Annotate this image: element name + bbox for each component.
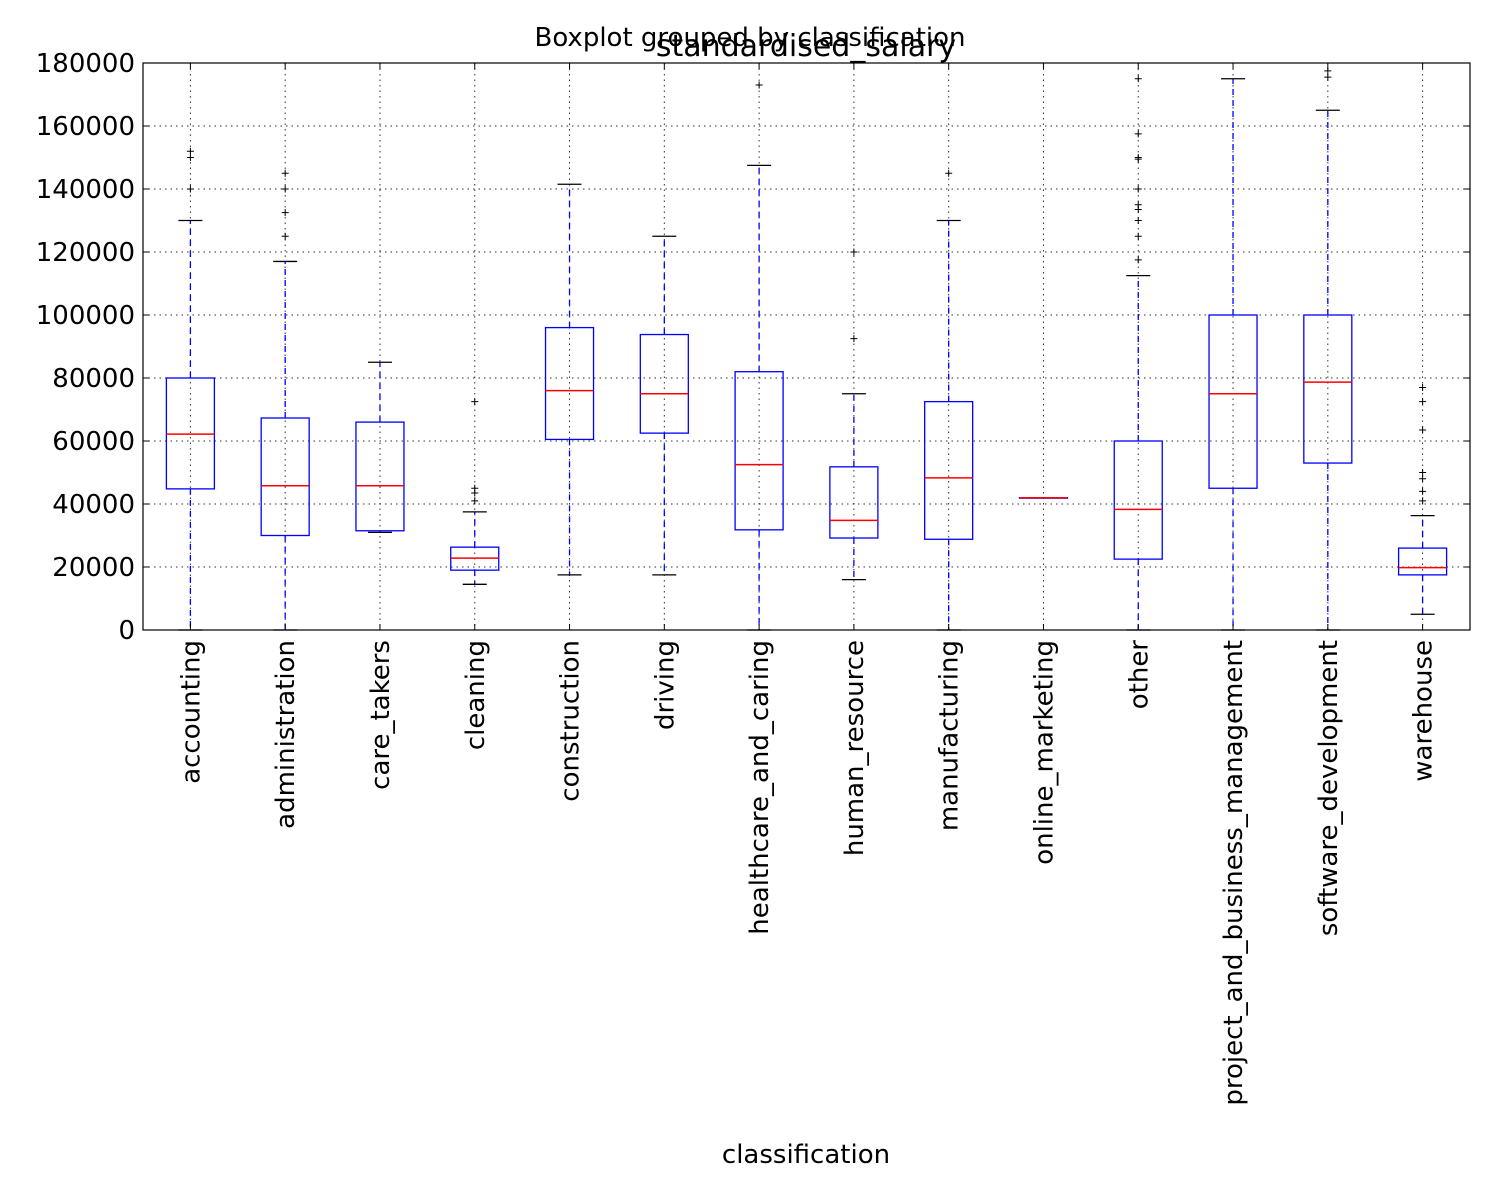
flier-software_development bbox=[1324, 73, 1332, 81]
box-human_resource bbox=[829, 466, 879, 539]
flier-other bbox=[1134, 217, 1142, 224]
box-administration bbox=[260, 417, 310, 537]
y-tick-label: 120000 bbox=[36, 238, 135, 268]
box-software_development bbox=[1303, 314, 1353, 464]
flier-warehouse bbox=[1419, 497, 1427, 505]
y-tick-label: 20000 bbox=[52, 553, 135, 583]
box-project_and_business_management bbox=[1208, 314, 1258, 489]
flier-cleaning bbox=[471, 497, 479, 505]
x-tick-label-project_and_business_management: project_and_business_management bbox=[1219, 640, 1249, 1106]
flier-other bbox=[1134, 130, 1142, 138]
flier-other bbox=[1134, 201, 1142, 209]
y-tick-label: 140000 bbox=[36, 175, 135, 205]
flier-accounting bbox=[186, 185, 194, 193]
x-tick-label-manufacturing: manufacturing bbox=[935, 640, 965, 831]
x-tick-label-construction: construction bbox=[556, 640, 586, 802]
y-tick-label: 60000 bbox=[52, 427, 135, 457]
flier-other bbox=[1134, 256, 1142, 264]
box-construction bbox=[544, 326, 595, 441]
figure-suptitle: Boxplot grouped by classification bbox=[534, 23, 965, 53]
flier-other bbox=[1134, 154, 1142, 161]
flier-warehouse bbox=[1419, 487, 1427, 495]
flier-warehouse bbox=[1419, 398, 1427, 406]
flier-accounting bbox=[186, 154, 194, 161]
flier-other bbox=[1134, 75, 1142, 83]
flier-other bbox=[1134, 232, 1142, 240]
flier-other bbox=[1134, 185, 1142, 193]
box-other bbox=[1113, 440, 1163, 560]
x-tick-label-healthcare_and_caring: healthcare_and_caring bbox=[745, 640, 775, 935]
flier-administration bbox=[281, 169, 289, 177]
flier-warehouse bbox=[1419, 426, 1427, 434]
box-driving bbox=[639, 333, 689, 434]
flier-administration bbox=[281, 232, 289, 240]
y-tick-label: 180000 bbox=[36, 49, 135, 79]
x-tick-label-cleaning: cleaning bbox=[461, 640, 491, 750]
x-tick-label-driving: driving bbox=[650, 640, 680, 730]
flier-manufacturing bbox=[945, 169, 953, 177]
axes-frame bbox=[142, 62, 1471, 631]
x-tick-label-administration: administration bbox=[271, 640, 301, 829]
flier-warehouse bbox=[1419, 475, 1427, 483]
y-tick-label: 80000 bbox=[52, 364, 135, 394]
flier-warehouse bbox=[1419, 383, 1427, 391]
x-tick-label-other: other bbox=[1124, 640, 1154, 710]
x-tick-label-software_development: software_development bbox=[1314, 640, 1344, 936]
x-tick-label-online_marketing: online_marketing bbox=[1029, 640, 1059, 865]
flier-healthcare_and_caring bbox=[755, 81, 763, 89]
flier-administration bbox=[281, 185, 289, 193]
flier-accounting bbox=[186, 147, 194, 155]
x-tick-label-accounting: accounting bbox=[176, 640, 206, 784]
flier-warehouse bbox=[1419, 469, 1427, 476]
x-tick-label-human_resource: human_resource bbox=[840, 640, 870, 856]
x-tick-label-care_takers: care_takers bbox=[366, 640, 396, 790]
x-tick-label-warehouse: warehouse bbox=[1409, 640, 1439, 782]
y-tick-label: 40000 bbox=[52, 490, 135, 520]
flier-human_resource bbox=[850, 335, 858, 343]
y-tick-label: 0 bbox=[118, 616, 135, 646]
box-healthcare_and_caring bbox=[734, 371, 784, 531]
box-care_takers bbox=[355, 421, 405, 532]
flier-administration bbox=[281, 209, 289, 217]
flier-human_resource bbox=[850, 248, 858, 256]
y-tick-label: 100000 bbox=[36, 301, 135, 331]
box-warehouse bbox=[1397, 547, 1448, 576]
flier-cleaning bbox=[471, 484, 479, 492]
plot-area: 0 20000 40000 60000 80000 100000 120000 140000 1… bbox=[36, 49, 1471, 1106]
flier-cleaning bbox=[471, 398, 479, 406]
x-axis-label: classification bbox=[722, 1140, 890, 1170]
y-tick-label: 160000 bbox=[36, 112, 135, 142]
box-manufacturing bbox=[924, 400, 974, 540]
axes-title: standardised_salary bbox=[656, 29, 956, 64]
